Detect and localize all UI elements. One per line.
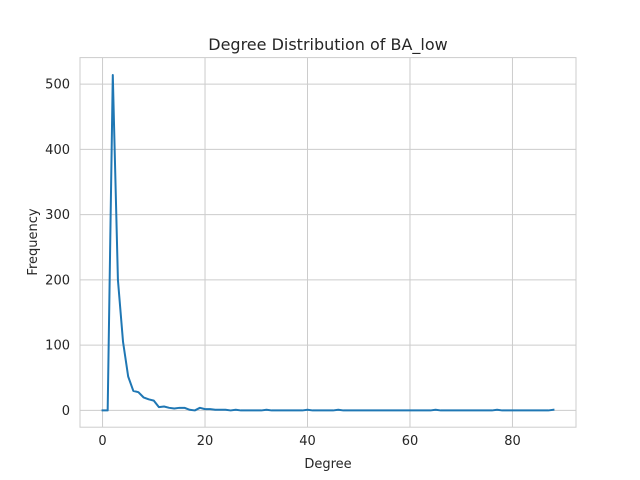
y-tick-label: 300 [45,208,70,223]
x-tick-label: 60 [402,434,419,449]
x-tick-label: 20 [197,434,214,449]
series-group [101,74,555,412]
chart-title: Degree Distribution of BA_low [208,35,448,55]
x-axis-label: Degree [304,457,351,472]
series-line [101,74,555,412]
x-tick-label: 0 [98,434,106,449]
y-tick-label: 100 [45,339,70,354]
x-tick-label: 80 [504,434,521,449]
tick-labels: 0 20 40 60 80 0 100 200 300 400 500 [45,78,521,450]
plot-frame [79,57,577,428]
y-tick-label: 200 [45,273,70,288]
x-tick-label: 40 [299,434,316,449]
y-tick-label: 500 [45,78,70,93]
y-axis-label: Frequency [26,208,41,275]
plot-area [80,57,576,428]
y-tick-label: 400 [45,143,70,158]
y-tick-label: 0 [62,404,70,419]
